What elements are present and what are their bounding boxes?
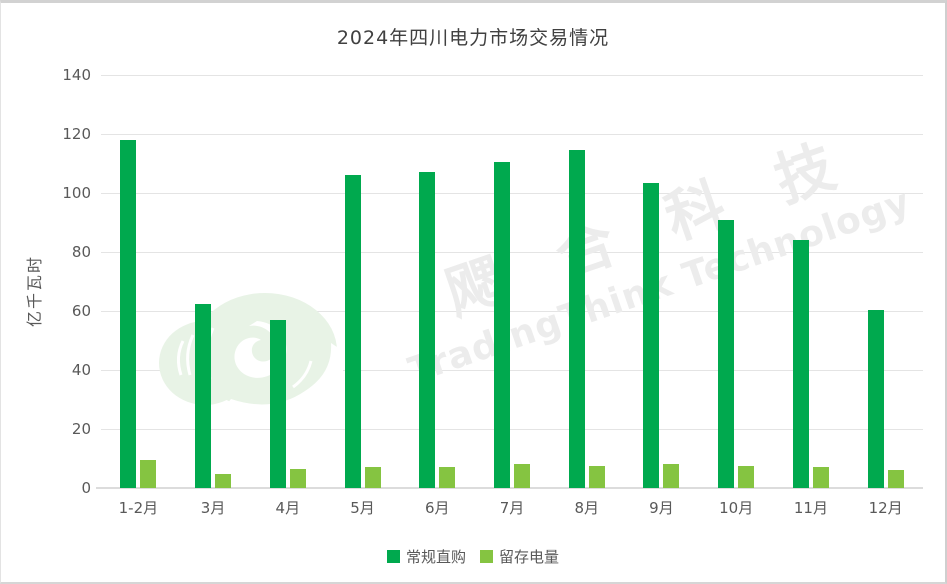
gridline (101, 252, 923, 253)
bar-常规直购-6月 (419, 172, 436, 488)
bar-留存电量-3月 (215, 474, 232, 488)
bar-group-10月 (718, 75, 755, 488)
bar-常规直购-11月 (792, 240, 809, 488)
gridline (101, 134, 923, 135)
gridline (101, 75, 923, 76)
legend-swatch (480, 550, 493, 563)
legend-label: 常规直购 (405, 548, 466, 566)
gridline (101, 429, 923, 430)
bar-group-11月 (792, 75, 829, 488)
y-tick-label: 40 (71, 361, 91, 379)
y-tick-label: 0 (81, 479, 91, 497)
bar-留存电量-5月 (364, 467, 381, 488)
y-axis: 0 20 40 60 80 100 120 140 (1, 66, 91, 497)
gridline (101, 311, 923, 312)
x-tick-label: 7月 (499, 499, 525, 517)
bar-group-9月 (643, 75, 680, 488)
bar-常规直购-1-2月 (120, 140, 137, 488)
bar-留存电量-11月 (812, 467, 829, 488)
chart-title: 2024年四川电力市场交易情况 (336, 27, 610, 49)
bar-留存电量-7月 (514, 464, 530, 488)
legend: 常规直购 留存电量 (1, 546, 945, 567)
bar-常规直购-8月 (568, 150, 585, 488)
x-tick-label: 10月 (719, 499, 754, 517)
y-tick-label: 60 (71, 302, 91, 320)
bar-group-3月 (195, 75, 232, 488)
x-tick-label: 8月 (574, 499, 599, 517)
legend-label: 留存电量 (499, 548, 560, 566)
x-tick-label: 5月 (350, 499, 375, 517)
bar-留存电量-6月 (439, 467, 456, 488)
bar-group-7月 (494, 75, 530, 488)
bar-group-5月 (344, 75, 381, 488)
bar-留存电量-8月 (588, 466, 605, 488)
x-tick-label: 6月 (424, 499, 450, 517)
y-tick-label: 80 (71, 243, 91, 261)
bar-group-12月 (867, 75, 904, 488)
bar-group-8月 (568, 75, 605, 488)
plot-area: 飔合科技 TradingThink Technology (96, 75, 923, 489)
x-tick-label: 9月 (649, 499, 674, 517)
x-axis-line (96, 487, 923, 489)
bar-常规直购-7月 (494, 162, 510, 488)
bar-group-6月 (419, 75, 456, 488)
x-tick-label: 11月 (793, 499, 828, 517)
y-tick-label: 140 (62, 66, 91, 84)
y-tick-label: 20 (71, 420, 91, 438)
bar-常规直购-10月 (718, 220, 735, 488)
x-axis: 1-2月 3月 4月 5月 6月 7月 8月 9月 10月 11月 12月 (101, 497, 923, 521)
legend-item-留存电量: 留存电量 (480, 546, 559, 567)
bar-常规直购-3月 (195, 304, 212, 488)
x-tick-label: 4月 (275, 499, 301, 517)
bar-留存电量-9月 (663, 464, 680, 488)
y-tick-label: 100 (62, 184, 91, 202)
bar-常规直购-4月 (269, 320, 286, 488)
x-tick-label: 12月 (868, 499, 903, 517)
gridline (101, 193, 923, 194)
legend-item-常规直购: 常规直购 (386, 546, 466, 567)
bar-常规直购-12月 (867, 310, 884, 488)
legend-swatch (386, 550, 400, 563)
bar-group-1-2月 (120, 75, 157, 488)
y-tick-label: 120 (62, 125, 91, 143)
x-tick-label: 1-2月 (118, 499, 159, 517)
bar-留存电量-4月 (289, 469, 306, 488)
bar-留存电量-1-2月 (140, 460, 157, 488)
x-tick-label: 3月 (200, 499, 226, 517)
bar-常规直购-9月 (643, 183, 660, 488)
bar-group-4月 (269, 75, 306, 488)
bar-留存电量-10月 (738, 466, 755, 488)
bar-留存电量-12月 (887, 470, 904, 488)
gridline (101, 370, 923, 371)
bar-常规直购-5月 (344, 175, 361, 488)
